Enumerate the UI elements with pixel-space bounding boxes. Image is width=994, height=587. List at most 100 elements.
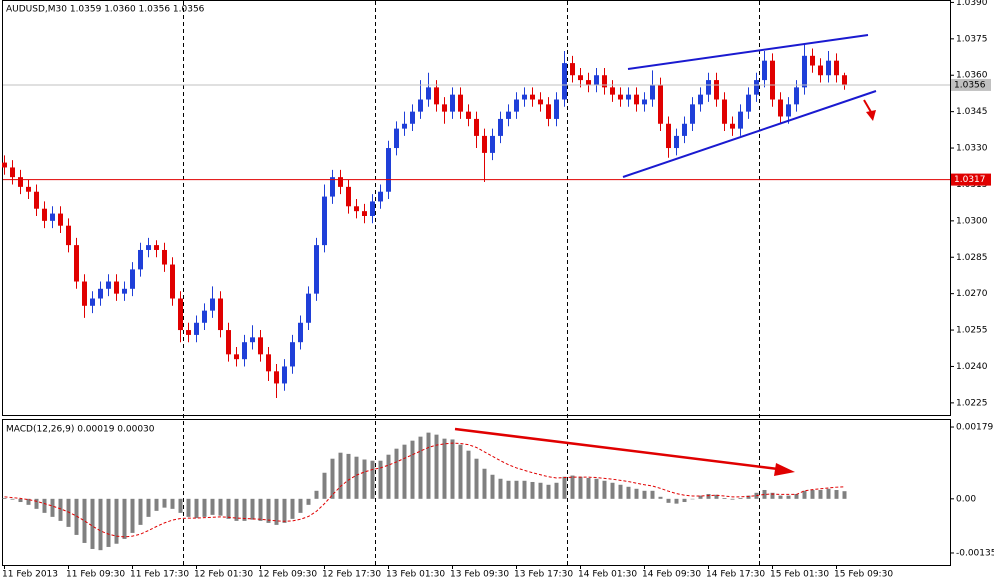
candle-body <box>794 87 799 105</box>
x-tick-label: 12 Feb 09:30 <box>258 570 317 580</box>
macd-bar <box>282 498 287 523</box>
macd-bar <box>410 440 415 499</box>
macd-bar <box>250 498 255 520</box>
candle-body <box>834 60 839 76</box>
macd-bar <box>730 498 735 500</box>
x-tick-label: 13 Feb 01:30 <box>386 570 445 580</box>
macd-bar <box>226 498 231 519</box>
candle-body <box>306 293 311 323</box>
macd-bar <box>82 498 87 543</box>
candle-body <box>698 94 703 105</box>
candle-body <box>202 310 207 323</box>
chart-title: AUDUSD,M30 1.0359 1.0360 1.0356 1.0356 <box>6 5 205 15</box>
macd-bar <box>578 476 583 499</box>
candle-body <box>602 75 607 88</box>
candle-body <box>650 84 655 100</box>
macd-bar <box>642 490 647 499</box>
macd-bar <box>58 498 63 521</box>
x-tick-label: 12 Feb 17:30 <box>322 570 381 580</box>
macd-bar <box>538 482 543 499</box>
candle-body <box>258 337 263 355</box>
arrow-head <box>774 463 795 476</box>
macd-bar <box>650 490 655 499</box>
candle-body <box>154 245 159 250</box>
macd-bar <box>218 498 223 516</box>
candle-body <box>714 80 719 100</box>
candle-body <box>770 60 775 100</box>
candle-body <box>394 128 399 149</box>
candle-body <box>634 94 639 105</box>
macd-bar <box>746 495 751 499</box>
candle-body <box>658 84 663 124</box>
candle-body <box>234 354 239 360</box>
candle-body <box>482 135 487 153</box>
macd-bar <box>682 498 687 503</box>
candle-body <box>274 371 279 384</box>
macd-bar <box>162 498 167 508</box>
macd-bar <box>786 495 791 499</box>
macd-bar <box>194 498 199 519</box>
candle-body <box>426 87 431 100</box>
price-label-box <box>951 173 991 186</box>
candle-body <box>578 75 583 81</box>
macd-bar <box>434 434 439 499</box>
candle-body <box>346 186 351 207</box>
macd-bar <box>738 498 743 499</box>
candle-body <box>706 80 711 95</box>
x-tick-label: 15 Feb 09:30 <box>834 570 893 580</box>
macd-bar <box>490 474 495 499</box>
candle-body <box>642 99 647 105</box>
candle-body <box>610 87 615 95</box>
macd-bar <box>106 498 111 547</box>
macd-bar <box>242 498 247 521</box>
macd-bar <box>666 498 671 503</box>
candle-body <box>402 123 407 129</box>
candle-body <box>210 298 215 311</box>
candle-body <box>82 281 87 306</box>
y-tick-label: 1.0300 <box>956 216 988 226</box>
macd-bar <box>442 438 447 499</box>
candle-body <box>666 123 671 149</box>
candle-body <box>2 162 7 168</box>
candle-body <box>594 75 599 85</box>
macd-bar <box>826 488 831 499</box>
candle-body <box>314 245 319 294</box>
candle-body <box>226 330 231 355</box>
candle-body <box>810 55 815 66</box>
macd-bar <box>330 458 335 499</box>
x-tick-label: 15 Feb 01:30 <box>770 570 829 580</box>
macd-bar <box>778 495 783 499</box>
y-tick-label: 1.0345 <box>956 107 988 117</box>
candle-body <box>450 94 455 112</box>
macd-bar <box>610 482 615 499</box>
macd-bar <box>698 495 703 499</box>
x-tick-label: 14 Feb 01:30 <box>578 570 637 580</box>
candle-body <box>586 80 591 85</box>
macd-bar <box>266 498 271 523</box>
macd-bar <box>586 477 591 499</box>
candle-body <box>802 55 807 88</box>
arrow-head <box>866 110 876 121</box>
candle-body <box>26 186 31 192</box>
candle-body <box>562 63 567 100</box>
y-tick-label: 1.0330 <box>956 144 988 154</box>
macd-bar <box>338 452 343 499</box>
macd-bar <box>90 498 95 549</box>
arrow <box>454 427 779 471</box>
candle-body <box>746 94 751 112</box>
candle-body <box>690 104 695 124</box>
macd-bar <box>602 480 607 499</box>
macd-bar <box>802 490 807 499</box>
macd-bar <box>418 436 423 499</box>
y-tick-label: -0.00135 <box>956 548 994 558</box>
macd-bar <box>514 480 519 499</box>
signal-line <box>4 442 845 538</box>
candle-body <box>122 288 127 294</box>
annotations <box>454 34 877 476</box>
candle-body <box>18 177 23 187</box>
trend-line <box>627 34 869 70</box>
macd-bar <box>2 498 7 499</box>
macd-bar <box>546 484 551 499</box>
